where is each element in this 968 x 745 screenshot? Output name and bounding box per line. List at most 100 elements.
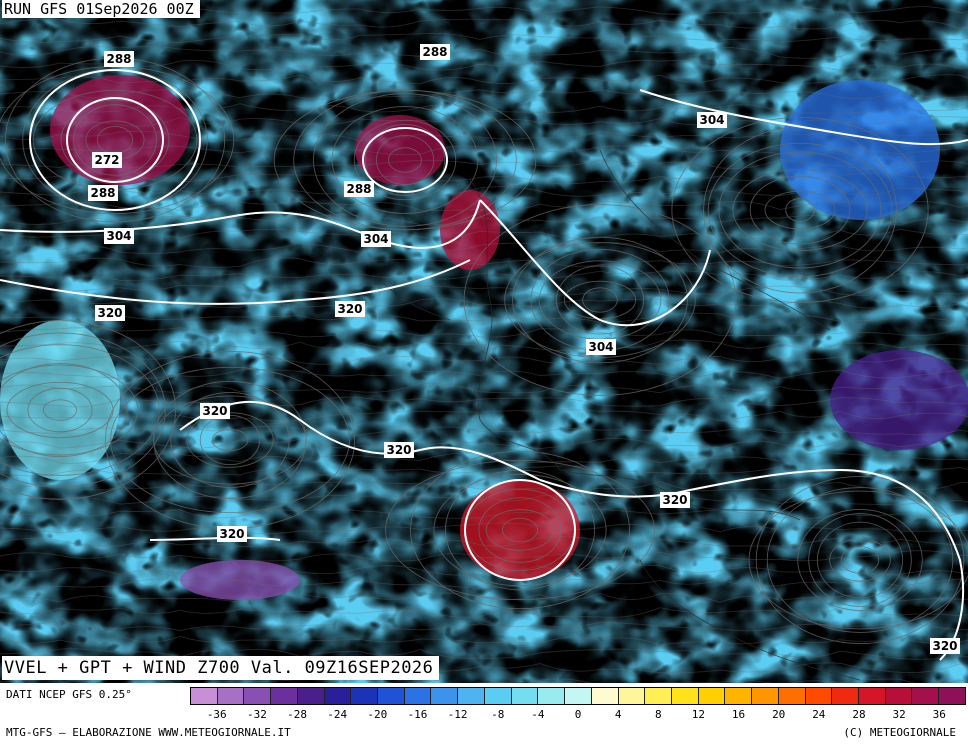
wind-streamline [485, 509, 555, 551]
wind-streamline [0, 312, 968, 323]
svg-text:320: 320 [219, 527, 244, 541]
svg-text:288: 288 [422, 45, 447, 59]
color-scale-swatch [805, 688, 833, 704]
contour-label: 320 [95, 305, 125, 321]
wind-streamline [0, 564, 968, 576]
contour-label: 320 [384, 442, 414, 458]
wind-streamline [501, 517, 539, 543]
color-scale-swatch [591, 688, 619, 704]
wind-streamline [0, 130, 968, 142]
data-source-label: DATI NCEP GFS 0.25° [6, 688, 132, 701]
color-scale-swatch [191, 688, 218, 704]
contour-labels: 288 288 272 288 304 288 304 304 320 320 … [88, 44, 960, 654]
wind-streamline [331, 106, 479, 214]
wind-streamline [0, 620, 968, 632]
color-scale-swatch [538, 688, 566, 704]
wind-streamline [0, 494, 968, 506]
color-scale-ticks: -36 -32 -28 -24 -20 -16 -12 -8 -4 0 4 8 12 16 20 24 28 32… [190, 708, 966, 722]
color-scale-swatch [244, 688, 272, 704]
wind-streamline [0, 607, 968, 618]
wind-streamline [0, 508, 968, 520]
wind-streamline [0, 270, 968, 282]
color-scale-tick-label: 16 [731, 708, 746, 721]
wind-streamline [0, 592, 968, 603]
wind-streamline [0, 364, 139, 456]
wind-streamline [0, 409, 968, 422]
color-scale-swatch [378, 688, 405, 704]
color-scale-tick-label: 20 [772, 708, 786, 721]
wind-streamline [0, 355, 968, 365]
wind-streamline [0, 46, 968, 59]
wind-streamline [27, 387, 93, 433]
wind-streamline [0, 186, 968, 197]
wind-streamline [410, 450, 630, 610]
wind-streamline [764, 190, 836, 230]
color-scale-swatch [271, 688, 298, 704]
wind-streamline [563, 280, 637, 320]
color-scale-swatch [565, 688, 592, 704]
contour-label: 320 [930, 638, 960, 654]
color-scale-swatch [885, 688, 913, 704]
wind-streamline [0, 676, 968, 683]
wind-streamline [755, 475, 965, 645]
wind-streamline [42, 399, 78, 421]
map-title: VVEL + GPT + WIND Z700 Val. 09Z16SEP2026 [2, 656, 440, 680]
credit-right: (C) METEOGIORNALE [843, 726, 956, 739]
wind-streamline [797, 509, 923, 611]
color-scale-swatch [458, 688, 485, 704]
color-scale-swatch [912, 688, 940, 704]
color-scale-tick-label: -8 [491, 708, 505, 721]
wind-streamline [840, 546, 880, 574]
wind-streamline [0, 382, 968, 394]
geopotential-contours [0, 69, 968, 661]
wind-streamline [0, 635, 968, 646]
color-scale-swatch [484, 688, 512, 704]
color-scale-swatch [351, 688, 379, 704]
color-scale-swatch [431, 688, 459, 704]
wind-streamline [0, 339, 968, 351]
wind-streamline [0, 648, 968, 660]
color-scale-tick-label: -24 [327, 708, 348, 721]
contour-label: 288 [88, 185, 118, 201]
contour-label: 320 [335, 301, 365, 317]
wind-streamline [0, 159, 968, 169]
wind-streamline [153, 380, 307, 500]
wind-streamline [707, 142, 893, 278]
wind-streamline [0, 480, 968, 492]
wind-streamline [312, 93, 498, 227]
wind-streamline [0, 214, 968, 226]
wind-streamline [211, 429, 249, 451]
wind-streamline [0, 550, 968, 562]
wind-streamline [0, 332, 166, 488]
color-scale-swatch [645, 688, 672, 704]
svg-text:304: 304 [588, 340, 613, 354]
svg-text:320: 320 [337, 302, 362, 316]
contour-label: 288 [420, 44, 450, 60]
color-scale-swatch [725, 688, 753, 704]
wind-streamline [0, 59, 968, 71]
wind-streamline [0, 284, 968, 296]
wind-streamline [375, 135, 435, 185]
wind-streamline [0, 320, 176, 500]
color-scale-swatch [297, 688, 325, 704]
wind-streamline [0, 465, 968, 477]
wind-streamline [463, 204, 737, 396]
color-scale-swatch [618, 688, 646, 704]
color-scale-swatch [217, 688, 245, 704]
wind-streamline [388, 147, 422, 173]
contour-label: 288 [104, 51, 134, 67]
wind-streamline [504, 242, 696, 358]
contour-label: 272 [92, 152, 122, 168]
wind-streamline [478, 497, 562, 563]
color-scale-tick-label: -12 [447, 708, 468, 721]
contour-label: 304 [586, 339, 616, 355]
color-scale-tick-label: -32 [246, 708, 267, 721]
weather-map: 288 288 272 288 304 288 304 304 320 320 … [0, 0, 968, 683]
svg-text:320: 320 [662, 493, 687, 507]
color-scale-bar [190, 687, 966, 705]
color-scale-swatch [324, 688, 352, 704]
contour-label: 288 [344, 181, 374, 197]
color-scale-tick-label: 32 [892, 708, 906, 721]
color-scale-swatch [778, 688, 806, 704]
wind-streamline [0, 344, 160, 476]
